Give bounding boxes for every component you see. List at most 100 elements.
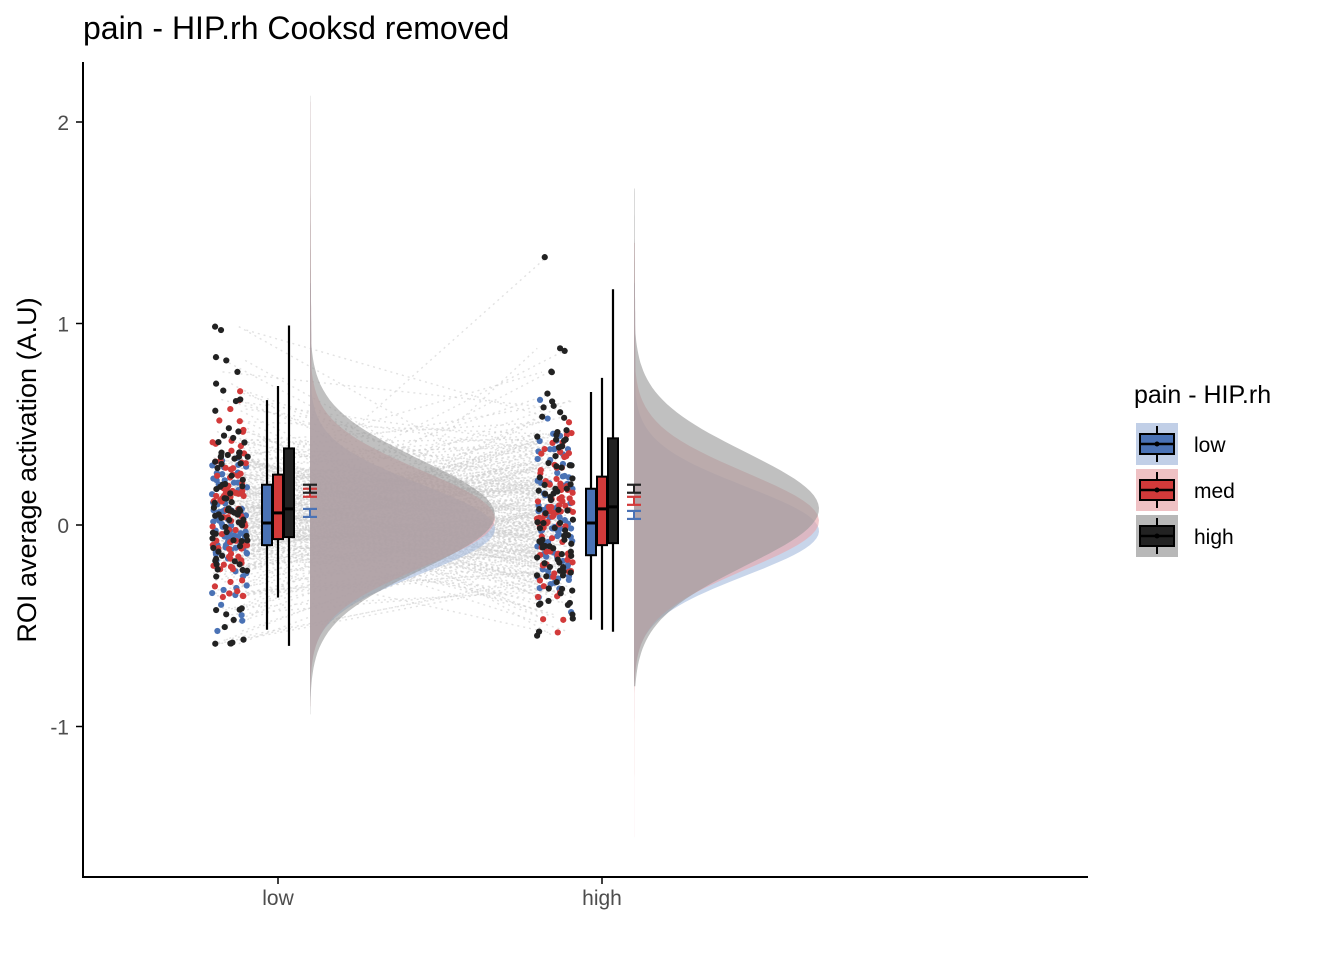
y-tick: 1 [57,314,83,337]
point-low-low [238,612,245,619]
point-high-low [223,528,230,536]
point-high-low [221,623,228,631]
y-tick-label: 1 [57,314,69,337]
point-high-low [211,499,218,507]
point-high-low [213,606,220,614]
point-low-low [243,549,250,557]
point-high-high [560,564,567,571]
legend-dot [1154,487,1160,493]
point-high-high [556,345,564,352]
point-low-high [561,472,568,480]
y-tick: 0 [57,515,83,538]
point-med-low [236,418,243,425]
point-high-high [569,611,576,618]
point-high-low [210,544,217,552]
point-high-high [569,475,576,482]
paired-line [244,448,567,519]
mean-high-high [627,483,641,494]
point-high-high [562,527,569,534]
paired-line [237,390,565,508]
point-high-low [212,512,219,519]
boxplot-low-high [585,392,597,620]
paired-line [226,467,548,561]
point-med-high [548,535,556,542]
paired-line [235,490,542,615]
point-high-high [561,414,568,421]
point-high-high [548,368,555,375]
point-high-low [218,514,225,522]
point-low-high [550,446,558,453]
paired-line [238,440,548,520]
point-med-high [569,559,576,566]
point-high-low [236,506,243,513]
point-high-high [551,524,558,532]
paired-line [219,440,567,517]
point-low-low [239,617,246,624]
point-med-low [237,388,244,395]
point-high-low [215,439,222,446]
axes [82,62,1088,878]
point-med-high [565,419,573,426]
point-high-high [545,597,552,605]
point-low-low [210,518,217,525]
paired-line [244,553,556,559]
point-low-high [556,514,563,521]
paired-line [220,529,540,628]
y-tick: 2 [57,112,83,135]
point-high-low [212,458,219,465]
point-low-high [567,525,575,532]
point-high-high [554,428,561,436]
point-high-high [554,488,561,495]
paired-line [223,371,543,465]
y-ticks: 2 1 0 -1 [50,112,83,740]
y-axis-label: ROI average activation (A.U) [12,297,42,642]
x-tick-label: low [262,887,294,910]
point-high-high [555,506,562,513]
legend-key-med: med [1136,469,1235,511]
paired-line [232,446,552,454]
paired-line [244,421,545,442]
point-high-low [212,354,220,361]
point-med-low [227,578,234,586]
paired-line [223,350,565,526]
boxplots [261,289,619,646]
point-med-low [229,564,236,571]
point-med-low [228,447,235,454]
point-high-high [552,453,559,460]
point-med-low [211,583,219,590]
point-med-low [229,465,237,472]
point-low-low [218,601,225,608]
boxplot-med-low [272,385,284,598]
point-high-low [237,460,244,467]
paired-line [232,256,547,537]
point-high-low [215,548,222,555]
point-high-low [213,485,220,493]
paired-line [214,544,570,554]
point-high-low [226,516,233,524]
point-high-high [561,347,568,355]
mean-high-low [303,483,317,494]
point-low-high [534,455,541,463]
point-high-high [557,409,564,416]
point-high-low [240,636,247,643]
point-high-low [218,552,226,559]
point-high-high [536,601,543,608]
point-med-low [240,492,247,500]
point-med-low [239,577,246,584]
point-high-low [235,453,243,460]
point-med-low [233,489,240,497]
point-high-low [218,460,225,468]
point-high-low [209,529,217,536]
point-med-low [226,590,233,597]
point-med-low [240,426,247,434]
boxplot-low-low [261,400,273,630]
point-high-high [556,559,563,566]
paired-line [221,513,560,561]
paired-line [235,429,542,562]
paired-line [217,555,564,566]
point-high-low [239,483,246,490]
point-high-high [569,516,577,523]
paired-line [243,389,539,495]
jitter-points [208,254,577,647]
point-low-low [219,470,226,478]
